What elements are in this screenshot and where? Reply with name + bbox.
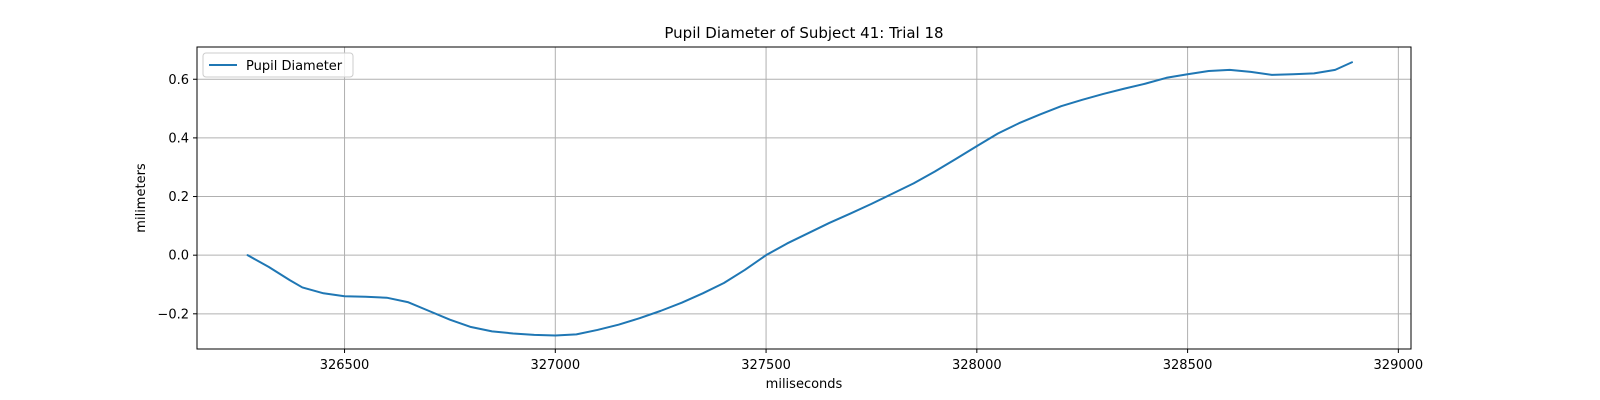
grid-layer xyxy=(197,47,1411,349)
x-tick-label: 329000 xyxy=(1374,358,1424,373)
y-tick-label: 0.6 xyxy=(168,73,189,88)
legend-box xyxy=(202,52,354,78)
plot-frame xyxy=(196,46,1412,350)
x-tick-label: 327500 xyxy=(741,358,791,373)
chart-title: Pupil Diameter of Subject 41: Trial 18 xyxy=(664,24,943,42)
y-tick-label: 0.4 xyxy=(168,131,189,146)
series-line-pupil-diameter xyxy=(246,61,1353,337)
series-layer xyxy=(246,61,1353,337)
x-tick-label: 327000 xyxy=(530,358,580,373)
legend-label: Pupil Diameter xyxy=(246,59,343,74)
x-axis-title: miliseconds xyxy=(766,377,843,392)
axes-layer xyxy=(196,46,1412,350)
legend: Pupil Diameter xyxy=(202,52,354,78)
ticks-layer: 326500 327000 327500 328000 328500 329000 −0.2… xyxy=(157,73,1423,373)
y-tick-label: −0.2 xyxy=(157,307,189,322)
x-tick-label: 328500 xyxy=(1163,358,1213,373)
y-axis-title: milimeters xyxy=(134,163,149,233)
y-tick-label: 0.2 xyxy=(168,190,189,205)
x-tick-label: 328000 xyxy=(952,358,1002,373)
y-tick-label: 0.0 xyxy=(168,249,189,264)
x-tick-label: 326500 xyxy=(320,358,370,373)
